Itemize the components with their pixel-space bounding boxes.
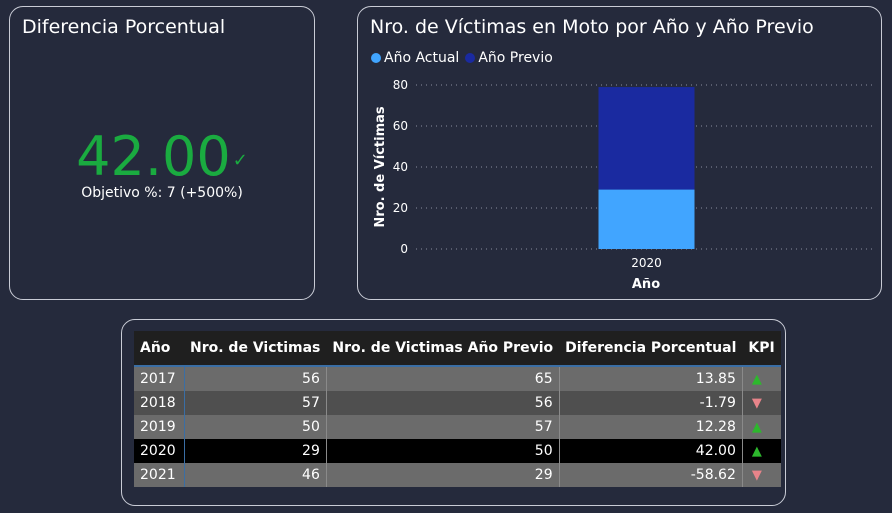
header-prev-victims[interactable]: Nro. de Victimas Año Previo xyxy=(326,331,560,367)
legend-item-previous[interactable]: Año Previo xyxy=(465,50,553,66)
cell-year: 2018 xyxy=(134,391,185,415)
cell-prev-victims: 50 xyxy=(325,439,560,463)
table-header-row: Año Nro. de Victimas Nro. de Victimas Añ… xyxy=(134,331,781,367)
table-card[interactable]: Año Nro. de Victimas Nro. de Victimas Añ… xyxy=(121,319,786,506)
arrow-up-icon: ▲ xyxy=(751,420,762,435)
table-row[interactable]: 2018 57 56 -1.79 ▼ xyxy=(134,391,781,415)
cell-diff: 12.28 xyxy=(558,415,743,439)
chart-bars xyxy=(598,87,695,249)
cell-kpi: ▲ xyxy=(741,366,781,391)
table-body: 2017 56 65 13.85 ▲ 2018 57 56 -1.79 ▼ 2019 50 57 12.2… xyxy=(134,366,781,487)
y-tick-label: 60 xyxy=(393,119,408,133)
cell-diff: 13.85 xyxy=(558,366,743,391)
cell-kpi: ▲ xyxy=(741,439,781,463)
x-tick-label: 2020 xyxy=(631,256,662,270)
arrow-down-icon: ▼ xyxy=(751,468,762,483)
cell-year: 2021 xyxy=(134,463,185,487)
arrow-up-icon: ▲ xyxy=(751,372,762,387)
cell-prev-victims: 57 xyxy=(325,415,560,439)
header-year[interactable]: Año xyxy=(134,331,184,367)
chart-grid xyxy=(416,84,873,250)
cell-diff: -58.62 xyxy=(558,463,743,487)
kpi-goal: Objetivo %: 7 (+500%) xyxy=(81,185,243,201)
legend-dot-current xyxy=(371,53,381,63)
chart-card[interactable]: Nro. de Víctimas en Moto por Año y Año P… xyxy=(357,6,882,300)
cell-prev-victims: 65 xyxy=(325,366,560,391)
cell-year: 2020 xyxy=(134,439,185,463)
cell-kpi: ▼ xyxy=(741,463,781,487)
cell-victims: 29 xyxy=(183,439,327,463)
table-row[interactable]: 2017 56 65 13.85 ▲ xyxy=(134,366,781,391)
cell-year: 2017 xyxy=(134,366,185,391)
table-row[interactable]: 2019 50 57 12.28 ▲ xyxy=(134,415,781,439)
y-tick-label: 40 xyxy=(393,160,408,174)
check-icon: ✓ xyxy=(232,149,248,171)
kpi-value: 42.00 ✓ xyxy=(10,125,314,188)
cell-diff: 42.00 xyxy=(558,439,743,463)
chart-y-ticks: 0 20 40 60 80 xyxy=(393,78,408,256)
chart-legend[interactable]: Año Actual Año Previo xyxy=(371,50,553,66)
chart-title: Nro. de Víctimas en Moto por Año y Año P… xyxy=(370,16,814,38)
y-tick-label: 20 xyxy=(393,201,408,215)
bar-current-year[interactable] xyxy=(598,189,695,249)
table-row[interactable]: 2020 29 50 42.00 ▲ xyxy=(134,439,781,463)
chart-plot[interactable]: 0 20 40 60 80 2020 Año Nro. de Víctimas xyxy=(358,7,881,299)
legend-dot-previous xyxy=(465,53,476,63)
cell-victims: 50 xyxy=(183,415,327,439)
cell-prev-victims: 56 xyxy=(325,391,560,415)
cell-prev-victims: 29 xyxy=(325,463,560,487)
y-tick-label: 80 xyxy=(393,78,408,92)
header-kpi[interactable]: KPI xyxy=(742,331,781,367)
cell-victims: 57 xyxy=(183,391,327,415)
y-axis-label: Nro. de Víctimas xyxy=(373,106,388,228)
table-row[interactable]: 2021 46 29 -58.62 ▼ xyxy=(134,463,781,487)
kpi-card-title: Diferencia Porcentual xyxy=(22,16,226,38)
kpi-value-text: 42.00 xyxy=(76,125,231,188)
data-table: Año Nro. de Victimas Nro. de Victimas Añ… xyxy=(134,331,781,487)
cell-kpi: ▼ xyxy=(741,391,781,415)
x-axis-label: Año xyxy=(632,277,660,292)
header-diff[interactable]: Diferencia Porcentual xyxy=(559,331,743,367)
legend-label-previous: Año Previo xyxy=(478,50,553,66)
cell-victims: 56 xyxy=(183,366,327,391)
cell-victims: 46 xyxy=(183,463,327,487)
bar-previous-year[interactable] xyxy=(598,87,695,190)
y-tick-label: 0 xyxy=(400,242,408,256)
kpi-card[interactable]: Diferencia Porcentual 42.00 ✓ Objetivo %:… xyxy=(9,6,315,300)
arrow-up-icon: ▲ xyxy=(751,444,762,459)
header-victims[interactable]: Nro. de Victimas xyxy=(184,331,327,367)
cell-year: 2019 xyxy=(134,415,185,439)
cell-kpi: ▲ xyxy=(741,415,781,439)
legend-label-current: Año Actual xyxy=(384,50,460,66)
arrow-down-icon: ▼ xyxy=(751,396,762,411)
cell-diff: -1.79 xyxy=(558,391,743,415)
legend-item-current[interactable]: Año Actual xyxy=(371,50,459,66)
